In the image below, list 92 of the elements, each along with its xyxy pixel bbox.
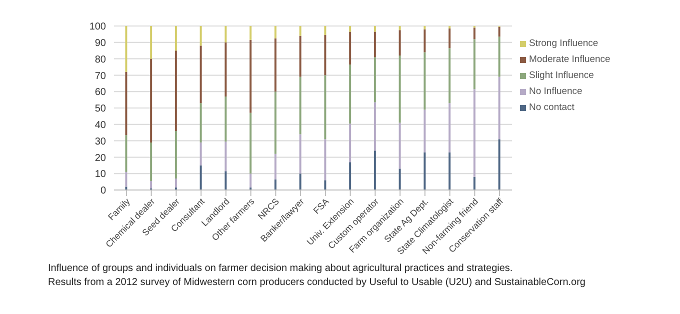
bar bbox=[324, 180, 326, 190]
bar bbox=[274, 26, 276, 38]
bar bbox=[224, 42, 227, 97]
bar bbox=[125, 72, 128, 136]
bar bbox=[200, 46, 202, 104]
bar bbox=[374, 150, 376, 190]
bar bbox=[174, 26, 177, 51]
bar bbox=[448, 48, 451, 104]
bar bbox=[299, 174, 302, 190]
bar bbox=[349, 64, 352, 124]
bar bbox=[125, 172, 128, 187]
bar bbox=[398, 122, 401, 169]
bar bbox=[274, 92, 276, 154]
legend-label: Strong Influence bbox=[529, 38, 598, 49]
bar bbox=[224, 96, 227, 142]
bar bbox=[473, 89, 476, 177]
bar bbox=[274, 154, 276, 180]
bar bbox=[224, 142, 227, 172]
bar bbox=[498, 139, 500, 190]
bar bbox=[424, 152, 426, 190]
legend-label: No Influence bbox=[529, 86, 582, 97]
bar bbox=[200, 165, 202, 190]
bar bbox=[448, 103, 451, 152]
bar bbox=[398, 56, 401, 123]
bar bbox=[349, 32, 352, 65]
bar bbox=[424, 52, 426, 110]
y-tick-label: 10 bbox=[94, 169, 106, 180]
text: Results from a 2012 survey of Midwestern corn producers conducted by Useful to Usable (U2U) and SustainableCorn.org bbox=[48, 276, 586, 290]
y-tick-label: 90 bbox=[94, 38, 106, 49]
legend-label: Slight Influence bbox=[529, 70, 594, 81]
bar bbox=[174, 178, 177, 188]
bar bbox=[125, 26, 128, 72]
bar bbox=[424, 110, 426, 152]
bar bbox=[349, 162, 352, 190]
bar bbox=[324, 26, 326, 36]
bar bbox=[299, 36, 302, 77]
bar bbox=[324, 35, 326, 76]
bar bbox=[299, 76, 302, 134]
legend-label: Moderate Influence bbox=[529, 54, 610, 65]
bar bbox=[250, 112, 252, 174]
legend-label: No contact bbox=[529, 102, 574, 113]
y-tick-label: 60 bbox=[94, 87, 106, 98]
bar bbox=[299, 134, 302, 174]
bar bbox=[150, 180, 152, 188]
bar bbox=[374, 26, 376, 32]
bar bbox=[424, 26, 426, 30]
bar bbox=[398, 26, 401, 30]
bar bbox=[398, 168, 401, 190]
bar bbox=[224, 171, 227, 190]
bar bbox=[498, 36, 500, 77]
bar bbox=[125, 186, 128, 190]
bar bbox=[299, 26, 302, 36]
bar bbox=[374, 102, 376, 151]
bar bbox=[473, 28, 476, 40]
bar bbox=[150, 26, 152, 59]
bar bbox=[324, 139, 326, 180]
bar bbox=[398, 30, 401, 56]
y-tick-label: 40 bbox=[94, 120, 106, 131]
bar bbox=[250, 174, 252, 188]
bar bbox=[200, 142, 202, 166]
y-tick-label: 30 bbox=[94, 136, 106, 148]
bar bbox=[200, 26, 202, 46]
bar bbox=[473, 176, 476, 190]
bar bbox=[274, 179, 276, 190]
bar bbox=[374, 32, 376, 58]
bar bbox=[349, 124, 352, 162]
bar bbox=[374, 57, 376, 102]
bar bbox=[150, 142, 152, 181]
bar bbox=[250, 26, 252, 40]
bar bbox=[448, 28, 451, 48]
bar bbox=[324, 75, 326, 140]
bar bbox=[448, 152, 451, 190]
bar bbox=[498, 76, 500, 140]
bar bbox=[424, 29, 426, 52]
bar bbox=[200, 103, 202, 142]
bar bbox=[274, 38, 276, 92]
y-tick-label: 70 bbox=[94, 70, 106, 82]
y-tick-label: 20 bbox=[94, 152, 106, 164]
y-tick-label: 0 bbox=[100, 186, 106, 197]
bar bbox=[150, 58, 152, 142]
y-tick-label: 100 bbox=[89, 22, 106, 33]
bar bbox=[498, 26, 500, 37]
text: Influence of groups and individuals on farmer decision making about agricultural practices and strategies. bbox=[48, 262, 514, 276]
bar bbox=[125, 135, 128, 172]
bar bbox=[473, 39, 476, 90]
y-tick-label: 50 bbox=[94, 104, 106, 115]
bar bbox=[174, 50, 177, 131]
y-tick-label: 80 bbox=[94, 54, 106, 66]
bar bbox=[250, 40, 252, 113]
bar bbox=[174, 130, 177, 179]
bar bbox=[349, 26, 352, 32]
bar bbox=[224, 26, 227, 42]
